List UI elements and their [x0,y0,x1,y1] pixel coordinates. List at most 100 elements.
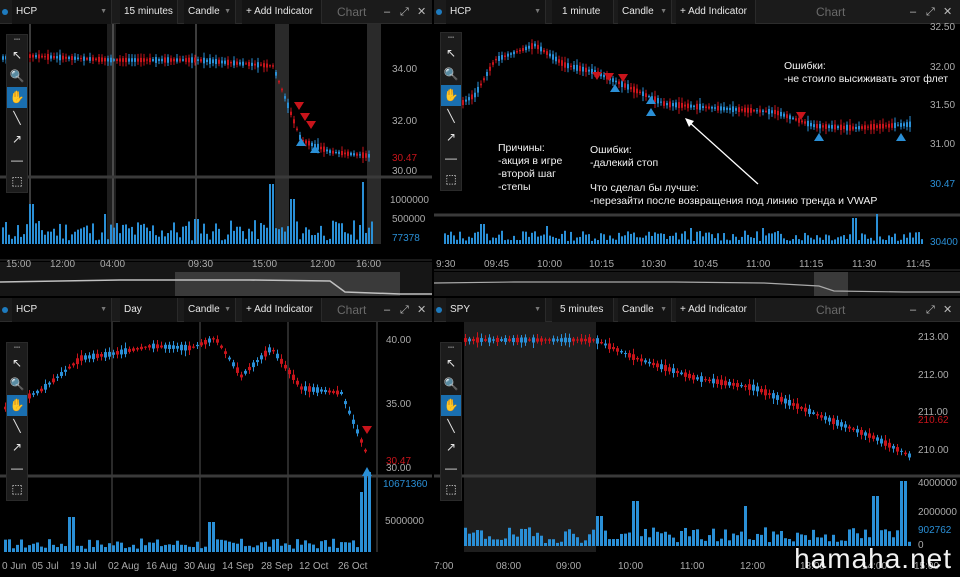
pointer-icon[interactable]: ↖ [11,48,23,62]
style-selector[interactable]: Candle ▼ [618,298,672,322]
volume-bar [664,531,667,546]
symbol-label: HCP [450,6,472,17]
chart-title: Chart [816,303,846,317]
add-indicator-button[interactable]: + Add Indicator [676,298,756,322]
interval-selector[interactable]: 15 minutes [120,0,178,24]
horizontal-line-icon[interactable]: — [11,461,23,475]
symbol-selector[interactable]: HCP ▼ [446,0,546,24]
symbol-selector[interactable]: HCP ▼ [12,0,112,24]
maximize-icon[interactable]: ⤢ [400,304,409,316]
link-dot-icon[interactable] [436,9,442,15]
volume-bar [483,224,485,244]
arrow-icon[interactable]: ↗ [11,440,23,454]
style-selector[interactable]: Candle ▼ [184,0,236,24]
toolbar-grip[interactable]: ▪▪▪ [13,345,21,351]
toolbar-grip[interactable]: ▪▪▪ [447,35,455,41]
line-icon[interactable]: ╲ [13,111,21,125]
volume-bar [870,237,872,244]
arrow-icon[interactable]: ↗ [445,440,457,454]
toolbar-grip[interactable]: ▪▪▪ [447,345,455,351]
rectangle-icon[interactable]: ⬚ [11,482,23,496]
minimize-icon[interactable]: – [910,6,917,18]
add-indicator-button[interactable]: + Add Indicator [242,298,322,322]
candle [84,355,87,360]
interval-selector[interactable]: 5 minutes [552,298,614,322]
volume-bar [588,534,591,546]
candle [320,389,323,392]
candle [98,56,100,62]
chart-canvas[interactable] [0,0,432,296]
zoom-icon[interactable]: 🔍 [9,69,25,83]
maximize-icon[interactable]: ⤢ [400,6,409,18]
volume-bar [676,542,679,546]
pointer-icon[interactable]: ↖ [445,356,457,370]
link-dot-icon[interactable] [436,307,442,313]
rectangle-icon[interactable]: ⬚ [445,172,457,186]
horizontal-line-icon[interactable]: — [445,461,457,475]
candle [192,346,195,348]
arrow-icon[interactable]: ↗ [11,132,23,146]
volume-bar [702,236,704,244]
volume-bar [804,232,806,244]
navigator[interactable] [434,272,960,296]
close-icon[interactable]: ✕ [943,304,953,316]
style-selector[interactable]: Candle ▼ [618,0,672,24]
minimize-icon[interactable]: – [384,6,391,18]
style-selector[interactable]: Candle ▼ [184,298,236,322]
candle [888,442,891,448]
zoom-icon[interactable]: 🔍 [443,67,459,81]
add-indicator-button[interactable]: + Add Indicator [676,0,756,24]
line-icon[interactable]: ╲ [447,109,455,123]
link-dot-icon[interactable] [2,9,8,15]
volume-bar [900,239,902,244]
candle [870,124,872,130]
symbol-selector[interactable]: HCP ▼ [12,298,112,322]
rectangle-icon[interactable]: ⬚ [11,174,23,188]
interval-selector[interactable]: 1 minute [552,0,614,24]
chart-canvas[interactable] [434,298,960,577]
close-icon[interactable]: ✕ [417,304,427,316]
candle [564,337,567,343]
candle [248,62,250,67]
pointer-icon[interactable]: ↖ [445,46,457,60]
line-icon[interactable]: ╲ [13,419,21,433]
hand-icon[interactable]: ✋ [7,395,27,416]
candle [41,55,43,58]
toolbar-grip[interactable]: ▪▪▪ [13,37,21,43]
interval-selector[interactable]: Day [120,298,178,322]
close-icon[interactable]: ✕ [417,6,427,18]
maximize-icon[interactable]: ⤢ [926,6,935,18]
style-label: Candle [188,304,220,315]
minimize-icon[interactable]: – [910,304,917,316]
volume-bar [591,240,593,244]
pointer-icon[interactable]: ↖ [11,356,23,370]
hand-icon[interactable]: ✋ [7,87,27,108]
chart-canvas[interactable] [434,0,960,296]
hand-icon[interactable]: ✋ [441,85,461,106]
candle [540,338,543,342]
chart-canvas[interactable] [0,298,432,577]
volume-bar [564,531,567,546]
add-indicator-button[interactable]: + Add Indicator [242,0,322,24]
zoom-icon[interactable]: 🔍 [9,377,25,391]
horizontal-line-icon[interactable]: — [11,153,23,167]
symbol-selector[interactable]: SPY ▼ [446,298,546,322]
line-icon[interactable]: ╲ [447,419,455,433]
minimize-icon[interactable]: – [384,304,391,316]
horizontal-line-icon[interactable]: — [445,151,457,165]
arrow-icon[interactable]: ↗ [445,130,457,144]
navigator-window[interactable] [814,272,848,296]
close-icon[interactable]: ✕ [943,6,953,18]
volume-bar [606,239,608,244]
rectangle-icon[interactable]: ⬚ [445,482,457,496]
volume-bar [594,238,596,244]
hand-icon[interactable]: ✋ [441,395,461,416]
candle [227,59,229,66]
zoom-icon[interactable]: 🔍 [443,377,459,391]
candle [872,435,875,439]
volume-bar [360,492,363,552]
maximize-icon[interactable]: ⤢ [926,304,935,316]
link-dot-icon[interactable] [2,307,8,313]
candle [720,106,722,111]
volume-bar [774,232,776,244]
